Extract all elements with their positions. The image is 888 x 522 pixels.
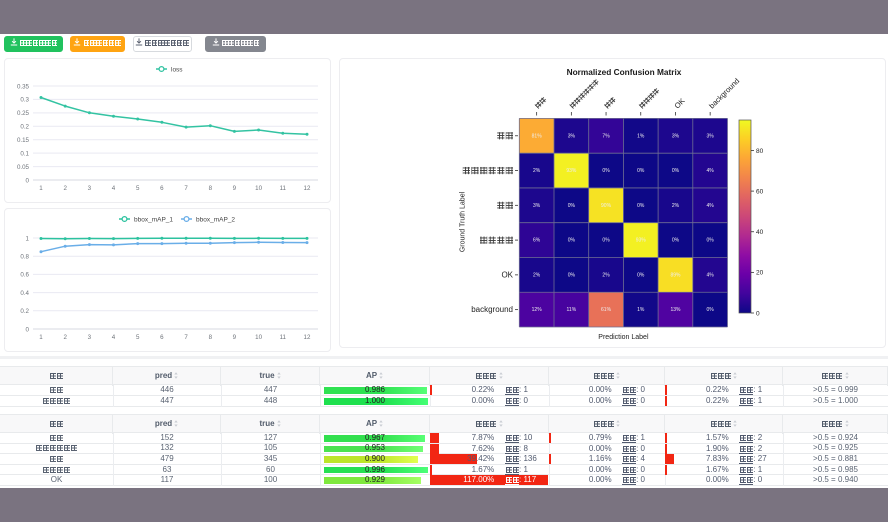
svg-text:89%: 89% bbox=[670, 272, 681, 278]
svg-text:11: 11 bbox=[280, 334, 287, 341]
svg-text:0%: 0% bbox=[637, 272, 645, 278]
svg-text:60: 60 bbox=[756, 188, 764, 195]
svg-text:0.4: 0.4 bbox=[20, 290, 29, 297]
svg-text:5: 5 bbox=[136, 334, 140, 341]
svg-text:12: 12 bbox=[304, 185, 311, 192]
svg-text:0.8: 0.8 bbox=[20, 254, 29, 261]
svg-text:9: 9 bbox=[233, 334, 237, 341]
svg-text:8: 8 bbox=[209, 185, 213, 192]
svg-text:0%: 0% bbox=[568, 238, 576, 244]
svg-text:12: 12 bbox=[304, 334, 311, 341]
svg-text:20: 20 bbox=[756, 270, 764, 277]
svg-text:1: 1 bbox=[26, 235, 30, 242]
svg-text:81%: 81% bbox=[532, 133, 543, 139]
svg-text:0.3: 0.3 bbox=[20, 97, 29, 104]
svg-text:0: 0 bbox=[26, 326, 30, 333]
svg-text:7: 7 bbox=[184, 334, 188, 341]
svg-text:0%: 0% bbox=[602, 238, 610, 244]
svg-text:7: 7 bbox=[184, 185, 188, 192]
svg-text:2: 2 bbox=[63, 185, 67, 192]
svg-text:90%: 90% bbox=[601, 203, 612, 209]
svg-text:2%: 2% bbox=[602, 272, 610, 278]
svg-text:9: 9 bbox=[233, 185, 237, 192]
svg-text:0.1: 0.1 bbox=[20, 150, 29, 157]
svg-text:7%: 7% bbox=[602, 133, 610, 139]
svg-text:1: 1 bbox=[39, 334, 43, 341]
svg-text:0%: 0% bbox=[637, 203, 645, 209]
svg-text:0%: 0% bbox=[568, 203, 576, 209]
svg-text:6: 6 bbox=[160, 185, 164, 192]
svg-text:Normalized Confusion Matrix: Normalized Confusion Matrix bbox=[567, 67, 682, 77]
svg-text:3%: 3% bbox=[568, 133, 576, 139]
svg-text:3: 3 bbox=[88, 334, 92, 341]
svg-text:0.15: 0.15 bbox=[17, 137, 30, 144]
svg-text:0.25: 0.25 bbox=[17, 110, 30, 117]
svg-text:10: 10 bbox=[255, 334, 262, 341]
svg-text:1: 1 bbox=[39, 185, 43, 192]
svg-text:4%: 4% bbox=[707, 168, 715, 174]
svg-text:6%: 6% bbox=[533, 238, 541, 244]
svg-text:2: 2 bbox=[63, 334, 67, 341]
svg-text:93%: 93% bbox=[636, 238, 647, 244]
svg-text:3%: 3% bbox=[672, 133, 680, 139]
svg-text:40: 40 bbox=[756, 229, 764, 236]
svg-text:0.2: 0.2 bbox=[20, 124, 29, 131]
svg-text:61%: 61% bbox=[601, 307, 612, 313]
svg-text:0%: 0% bbox=[707, 238, 715, 244]
svg-text:11%: 11% bbox=[567, 307, 577, 313]
svg-text:2%: 2% bbox=[672, 203, 680, 209]
svg-text:2%: 2% bbox=[533, 168, 541, 174]
svg-text:0%: 0% bbox=[568, 272, 576, 278]
svg-text:4: 4 bbox=[112, 185, 116, 192]
svg-text:5: 5 bbox=[136, 185, 140, 192]
svg-text:93%: 93% bbox=[566, 168, 577, 174]
svg-text:13%: 13% bbox=[670, 307, 681, 313]
svg-text:2%: 2% bbox=[533, 272, 541, 278]
svg-text:OK: OK bbox=[501, 270, 513, 279]
svg-text:11: 11 bbox=[280, 185, 287, 192]
svg-text:4: 4 bbox=[112, 334, 116, 341]
svg-text:OK: OK bbox=[673, 96, 687, 110]
svg-text:0.05: 0.05 bbox=[17, 164, 30, 171]
svg-text:0%: 0% bbox=[672, 168, 680, 174]
svg-text:0: 0 bbox=[26, 177, 30, 184]
svg-text:Prediction Label: Prediction Label bbox=[598, 334, 649, 341]
svg-text:0.6: 0.6 bbox=[20, 272, 29, 279]
svg-text:0%: 0% bbox=[602, 168, 610, 174]
svg-text:background: background bbox=[707, 76, 741, 110]
svg-text:1%: 1% bbox=[637, 133, 645, 139]
svg-text:0.35: 0.35 bbox=[17, 83, 30, 90]
svg-text:4%: 4% bbox=[707, 272, 715, 278]
svg-text:bbox_mAP_1: bbox_mAP_1 bbox=[134, 216, 173, 223]
svg-text:bbox_mAP_2: bbox_mAP_2 bbox=[196, 216, 235, 223]
svg-text:10: 10 bbox=[255, 185, 262, 192]
svg-text:4%: 4% bbox=[707, 203, 715, 209]
svg-text:1%: 1% bbox=[637, 307, 645, 313]
svg-text:80: 80 bbox=[756, 148, 764, 155]
svg-text:3%: 3% bbox=[707, 133, 715, 139]
svg-text:6: 6 bbox=[160, 334, 164, 341]
svg-text:12%: 12% bbox=[532, 307, 543, 313]
svg-text:0: 0 bbox=[756, 310, 760, 317]
svg-text:3%: 3% bbox=[533, 203, 541, 209]
svg-text:8: 8 bbox=[209, 334, 213, 341]
svg-text:0%: 0% bbox=[637, 168, 645, 174]
svg-text:Ground Truth Label: Ground Truth Label bbox=[460, 191, 467, 252]
svg-text:0.2: 0.2 bbox=[20, 308, 29, 315]
svg-text:0%: 0% bbox=[707, 307, 715, 313]
svg-text:3: 3 bbox=[88, 185, 92, 192]
svg-text:0%: 0% bbox=[672, 238, 680, 244]
svg-text:background: background bbox=[471, 305, 513, 314]
svg-text:loss: loss bbox=[171, 66, 183, 73]
